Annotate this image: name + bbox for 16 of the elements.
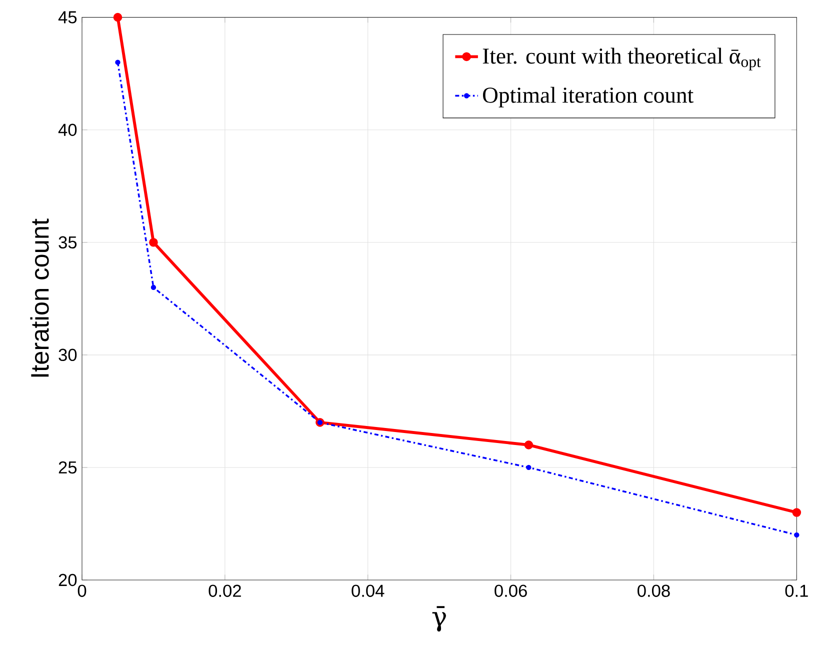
- y-tick-label: 45: [58, 11, 77, 24]
- y-axis-title: Iteration count: [30, 218, 49, 377]
- y-tick-label: 40: [58, 124, 77, 136]
- y-tick-label: 25: [58, 461, 77, 474]
- x-tick-label: 0: [78, 584, 86, 597]
- y-tick-label: 35: [58, 236, 77, 249]
- legend-label: Iter. count with theoretical ᾱ$_{opt}$: [482, 48, 761, 70]
- y-tick-label: 30: [58, 348, 77, 362]
- x-tick-label: 0.02: [208, 584, 241, 597]
- legend-label: Optimal iteration count: [483, 86, 694, 108]
- x-tick-label: 0.06: [494, 584, 527, 597]
- x-tick-label: 0.1: [785, 584, 808, 597]
- x-axis-title: γ̄: [432, 606, 446, 632]
- y-tick-label: 20: [58, 574, 77, 586]
- x-tick-label: 0.04: [352, 584, 384, 597]
- x-tick-label: 0.08: [638, 584, 670, 597]
